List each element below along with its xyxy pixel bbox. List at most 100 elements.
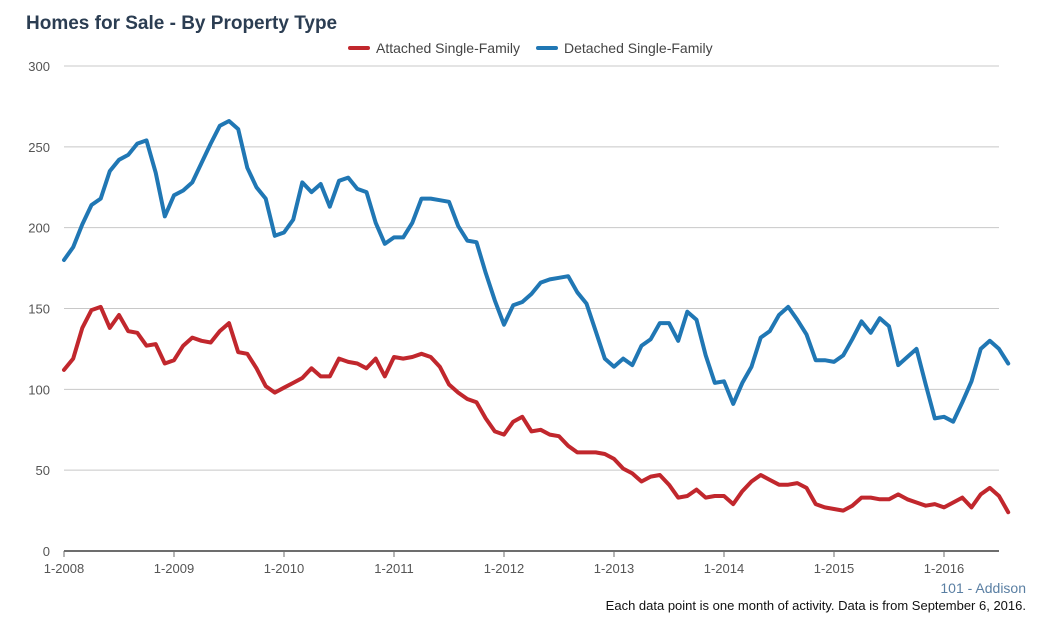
- data-point[interactable]: [703, 352, 709, 358]
- data-point[interactable]: [684, 493, 690, 499]
- data-point[interactable]: [813, 501, 819, 507]
- data-point[interactable]: [785, 304, 791, 310]
- data-point[interactable]: [538, 427, 544, 433]
- data-point[interactable]: [474, 399, 480, 405]
- data-point[interactable]: [675, 338, 681, 344]
- data-point[interactable]: [859, 318, 865, 324]
- data-point[interactable]: [61, 257, 67, 263]
- data-point[interactable]: [263, 196, 269, 202]
- data-point[interactable]: [730, 501, 736, 507]
- data-point[interactable]: [574, 449, 580, 455]
- data-point[interactable]: [840, 352, 846, 358]
- data-point[interactable]: [657, 472, 663, 478]
- data-point[interactable]: [61, 367, 67, 373]
- data-point[interactable]: [492, 428, 498, 434]
- data-point[interactable]: [455, 223, 461, 229]
- data-point[interactable]: [217, 328, 223, 334]
- data-point[interactable]: [400, 356, 406, 362]
- data-point[interactable]: [474, 239, 480, 245]
- data-point[interactable]: [272, 233, 278, 239]
- data-point[interactable]: [281, 230, 287, 236]
- data-point[interactable]: [831, 506, 837, 512]
- data-point[interactable]: [776, 312, 782, 318]
- data-point[interactable]: [849, 336, 855, 342]
- data-point[interactable]: [501, 322, 507, 328]
- data-point[interactable]: [978, 491, 984, 497]
- data-point[interactable]: [840, 508, 846, 514]
- data-point[interactable]: [318, 181, 324, 187]
- data-point[interactable]: [281, 385, 287, 391]
- data-point[interactable]: [620, 356, 626, 362]
- data-point[interactable]: [721, 378, 727, 384]
- data-point[interactable]: [914, 346, 920, 352]
- data-point[interactable]: [813, 357, 819, 363]
- data-point[interactable]: [226, 320, 232, 326]
- data-point[interactable]: [978, 346, 984, 352]
- data-point[interactable]: [684, 309, 690, 315]
- data-point[interactable]: [565, 443, 571, 449]
- data-point[interactable]: [868, 495, 874, 501]
- data-point[interactable]: [373, 356, 379, 362]
- data-point[interactable]: [519, 299, 525, 305]
- data-point[interactable]: [822, 357, 828, 363]
- data-point[interactable]: [895, 362, 901, 368]
- data-point[interactable]: [849, 503, 855, 509]
- data-point[interactable]: [510, 419, 516, 425]
- data-point[interactable]: [400, 234, 406, 240]
- data-point[interactable]: [162, 213, 168, 219]
- data-point[interactable]: [116, 312, 122, 318]
- data-point[interactable]: [446, 199, 452, 205]
- data-point[interactable]: [556, 275, 562, 281]
- data-point[interactable]: [584, 301, 590, 307]
- data-point[interactable]: [510, 302, 516, 308]
- data-point[interactable]: [162, 361, 168, 367]
- data-point[interactable]: [886, 323, 892, 329]
- data-point[interactable]: [244, 351, 250, 357]
- data-point[interactable]: [712, 380, 718, 386]
- data-point[interactable]: [391, 234, 397, 240]
- data-point[interactable]: [739, 380, 745, 386]
- data-point[interactable]: [336, 356, 342, 362]
- series-line-detached[interactable]: [62, 119, 1011, 424]
- data-point[interactable]: [574, 289, 580, 295]
- data-point[interactable]: [290, 217, 296, 223]
- data-point[interactable]: [171, 357, 177, 363]
- data-point[interactable]: [419, 351, 425, 357]
- data-point[interactable]: [602, 451, 608, 457]
- data-point[interactable]: [721, 493, 727, 499]
- data-point[interactable]: [483, 415, 489, 421]
- data-point[interactable]: [428, 354, 434, 360]
- data-point[interactable]: [923, 382, 929, 388]
- data-point[interactable]: [639, 479, 645, 485]
- data-point[interactable]: [364, 365, 370, 371]
- data-point[interactable]: [547, 432, 553, 438]
- data-point[interactable]: [804, 485, 810, 491]
- data-point[interactable]: [373, 220, 379, 226]
- data-point[interactable]: [263, 383, 269, 389]
- data-point[interactable]: [134, 330, 140, 336]
- data-point[interactable]: [785, 482, 791, 488]
- data-point[interactable]: [694, 487, 700, 493]
- data-point[interactable]: [767, 328, 773, 334]
- data-point[interactable]: [639, 343, 645, 349]
- data-point[interactable]: [538, 280, 544, 286]
- data-point[interactable]: [299, 375, 305, 381]
- data-point[interactable]: [941, 504, 947, 510]
- data-point[interactable]: [611, 456, 617, 462]
- data-point[interactable]: [354, 186, 360, 192]
- data-point[interactable]: [996, 346, 1002, 352]
- data-point[interactable]: [189, 179, 195, 185]
- data-point[interactable]: [969, 378, 975, 384]
- data-point[interactable]: [932, 501, 938, 507]
- data-point[interactable]: [666, 482, 672, 488]
- data-point[interactable]: [730, 401, 736, 407]
- data-point[interactable]: [822, 504, 828, 510]
- data-point[interactable]: [776, 482, 782, 488]
- data-point[interactable]: [464, 238, 470, 244]
- data-point[interactable]: [602, 356, 608, 362]
- data-point[interactable]: [959, 399, 965, 405]
- data-point[interactable]: [382, 373, 388, 379]
- data-point[interactable]: [70, 356, 76, 362]
- data-point[interactable]: [89, 202, 95, 208]
- series-line-attached[interactable]: [62, 304, 1011, 515]
